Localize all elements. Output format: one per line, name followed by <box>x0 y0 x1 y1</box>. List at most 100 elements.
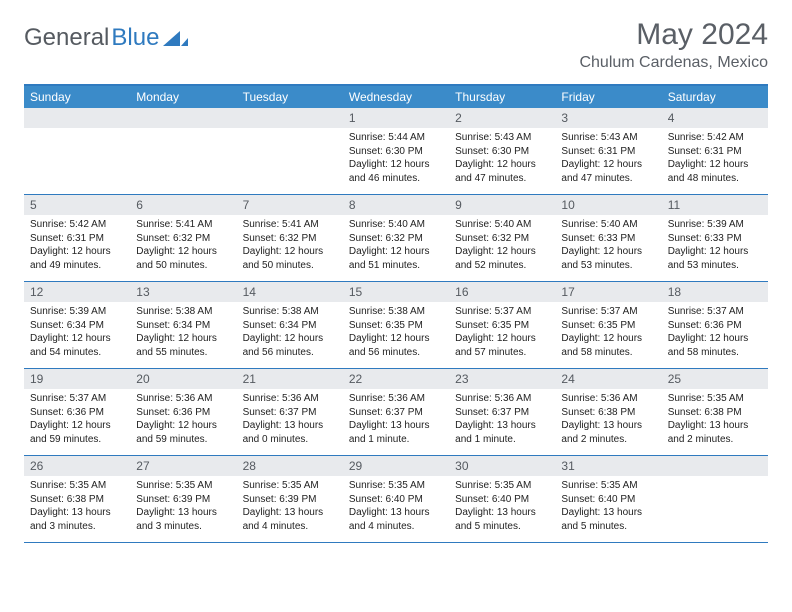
sunrise-line: Sunrise: 5:39 AM <box>30 305 124 319</box>
day-number: 12 <box>24 282 130 302</box>
day-number: 11 <box>662 195 768 215</box>
day-number: 14 <box>237 282 343 302</box>
sunset-line: Sunset: 6:38 PM <box>561 406 655 420</box>
month-title: May 2024 <box>579 18 768 52</box>
day-details: Sunrise: 5:41 AMSunset: 6:32 PMDaylight:… <box>237 215 343 278</box>
sunset-line: Sunset: 6:35 PM <box>561 319 655 333</box>
sunset-line: Sunset: 6:34 PM <box>136 319 230 333</box>
sunset-line: Sunset: 6:33 PM <box>668 232 762 246</box>
sunrise-line: Sunrise: 5:35 AM <box>136 479 230 493</box>
day-number: 16 <box>449 282 555 302</box>
day-cell: 6Sunrise: 5:41 AMSunset: 6:32 PMDaylight… <box>130 195 236 281</box>
day-cell: 18Sunrise: 5:37 AMSunset: 6:36 PMDayligh… <box>662 282 768 368</box>
week-row: 1Sunrise: 5:44 AMSunset: 6:30 PMDaylight… <box>24 108 768 195</box>
daylight-line: Daylight: 13 hours and 4 minutes. <box>243 506 337 533</box>
sunrise-line: Sunrise: 5:37 AM <box>455 305 549 319</box>
sunset-line: Sunset: 6:39 PM <box>136 493 230 507</box>
dow-cell: Thursday <box>449 86 555 108</box>
day-number: 5 <box>24 195 130 215</box>
sunset-line: Sunset: 6:38 PM <box>668 406 762 420</box>
day-cell: 9Sunrise: 5:40 AMSunset: 6:32 PMDaylight… <box>449 195 555 281</box>
day-cell: 5Sunrise: 5:42 AMSunset: 6:31 PMDaylight… <box>24 195 130 281</box>
daylight-line: Daylight: 12 hours and 56 minutes. <box>243 332 337 359</box>
title-block: May 2024 Chulum Cardenas, Mexico <box>579 18 768 78</box>
day-number: 28 <box>237 456 343 476</box>
day-cell: 7Sunrise: 5:41 AMSunset: 6:32 PMDaylight… <box>237 195 343 281</box>
week-row: 5Sunrise: 5:42 AMSunset: 6:31 PMDaylight… <box>24 195 768 282</box>
day-cell: 29Sunrise: 5:35 AMSunset: 6:40 PMDayligh… <box>343 456 449 542</box>
sunset-line: Sunset: 6:37 PM <box>455 406 549 420</box>
day-number: 18 <box>662 282 768 302</box>
daylight-line: Daylight: 12 hours and 50 minutes. <box>243 245 337 272</box>
sunset-line: Sunset: 6:31 PM <box>30 232 124 246</box>
day-number: 6 <box>130 195 236 215</box>
day-cell <box>24 108 130 194</box>
daylight-line: Daylight: 12 hours and 56 minutes. <box>349 332 443 359</box>
sunset-line: Sunset: 6:37 PM <box>243 406 337 420</box>
sunset-line: Sunset: 6:35 PM <box>455 319 549 333</box>
sunrise-line: Sunrise: 5:37 AM <box>30 392 124 406</box>
sunrise-line: Sunrise: 5:36 AM <box>455 392 549 406</box>
sunset-line: Sunset: 6:33 PM <box>561 232 655 246</box>
day-details: Sunrise: 5:37 AMSunset: 6:36 PMDaylight:… <box>662 302 768 365</box>
sunset-line: Sunset: 6:39 PM <box>243 493 337 507</box>
day-number: 8 <box>343 195 449 215</box>
daylight-line: Daylight: 13 hours and 1 minute. <box>455 419 549 446</box>
calendar: SundayMondayTuesdayWednesdayThursdayFrid… <box>24 84 768 543</box>
sunset-line: Sunset: 6:38 PM <box>30 493 124 507</box>
day-number: 29 <box>343 456 449 476</box>
day-number: 2 <box>449 108 555 128</box>
dow-cell: Saturday <box>662 86 768 108</box>
day-cell: 1Sunrise: 5:44 AMSunset: 6:30 PMDaylight… <box>343 108 449 194</box>
sunset-line: Sunset: 6:35 PM <box>349 319 443 333</box>
day-cell: 2Sunrise: 5:43 AMSunset: 6:30 PMDaylight… <box>449 108 555 194</box>
day-cell: 24Sunrise: 5:36 AMSunset: 6:38 PMDayligh… <box>555 369 661 455</box>
day-number: 15 <box>343 282 449 302</box>
weeks-container: 1Sunrise: 5:44 AMSunset: 6:30 PMDaylight… <box>24 108 768 543</box>
day-cell: 8Sunrise: 5:40 AMSunset: 6:32 PMDaylight… <box>343 195 449 281</box>
day-number: 1 <box>343 108 449 128</box>
daylight-line: Daylight: 13 hours and 1 minute. <box>349 419 443 446</box>
dow-cell: Wednesday <box>343 86 449 108</box>
sunset-line: Sunset: 6:32 PM <box>455 232 549 246</box>
page-header: GeneralBlue May 2024 Chulum Cardenas, Me… <box>24 18 768 78</box>
sunset-line: Sunset: 6:32 PM <box>243 232 337 246</box>
sunrise-line: Sunrise: 5:35 AM <box>455 479 549 493</box>
day-details: Sunrise: 5:42 AMSunset: 6:31 PMDaylight:… <box>662 128 768 191</box>
daylight-line: Daylight: 12 hours and 58 minutes. <box>668 332 762 359</box>
daylight-line: Daylight: 12 hours and 59 minutes. <box>30 419 124 446</box>
day-cell: 10Sunrise: 5:40 AMSunset: 6:33 PMDayligh… <box>555 195 661 281</box>
sunset-line: Sunset: 6:37 PM <box>349 406 443 420</box>
day-number: 24 <box>555 369 661 389</box>
day-cell: 4Sunrise: 5:42 AMSunset: 6:31 PMDaylight… <box>662 108 768 194</box>
sunrise-line: Sunrise: 5:35 AM <box>243 479 337 493</box>
day-number: 10 <box>555 195 661 215</box>
location-label: Chulum Cardenas, Mexico <box>579 54 768 72</box>
dow-cell: Friday <box>555 86 661 108</box>
logo: GeneralBlue <box>24 24 189 52</box>
day-details: Sunrise: 5:35 AMSunset: 6:40 PMDaylight:… <box>555 476 661 539</box>
daylight-line: Daylight: 13 hours and 3 minutes. <box>136 506 230 533</box>
day-cell: 16Sunrise: 5:37 AMSunset: 6:35 PMDayligh… <box>449 282 555 368</box>
day-details: Sunrise: 5:36 AMSunset: 6:37 PMDaylight:… <box>237 389 343 452</box>
day-number: 25 <box>662 369 768 389</box>
day-number: 31 <box>555 456 661 476</box>
sunset-line: Sunset: 6:30 PM <box>455 145 549 159</box>
day-number <box>662 456 768 476</box>
sunrise-line: Sunrise: 5:42 AM <box>668 131 762 145</box>
sunset-line: Sunset: 6:40 PM <box>561 493 655 507</box>
day-cell: 30Sunrise: 5:35 AMSunset: 6:40 PMDayligh… <box>449 456 555 542</box>
sunrise-line: Sunrise: 5:40 AM <box>561 218 655 232</box>
day-cell: 21Sunrise: 5:36 AMSunset: 6:37 PMDayligh… <box>237 369 343 455</box>
daylight-line: Daylight: 12 hours and 46 minutes. <box>349 158 443 185</box>
daylight-line: Daylight: 12 hours and 59 minutes. <box>136 419 230 446</box>
day-number: 17 <box>555 282 661 302</box>
day-details: Sunrise: 5:35 AMSunset: 6:40 PMDaylight:… <box>449 476 555 539</box>
day-cell: 31Sunrise: 5:35 AMSunset: 6:40 PMDayligh… <box>555 456 661 542</box>
sunset-line: Sunset: 6:36 PM <box>30 406 124 420</box>
day-cell: 13Sunrise: 5:38 AMSunset: 6:34 PMDayligh… <box>130 282 236 368</box>
day-details: Sunrise: 5:39 AMSunset: 6:34 PMDaylight:… <box>24 302 130 365</box>
day-number: 20 <box>130 369 236 389</box>
day-cell: 17Sunrise: 5:37 AMSunset: 6:35 PMDayligh… <box>555 282 661 368</box>
sunset-line: Sunset: 6:30 PM <box>349 145 443 159</box>
